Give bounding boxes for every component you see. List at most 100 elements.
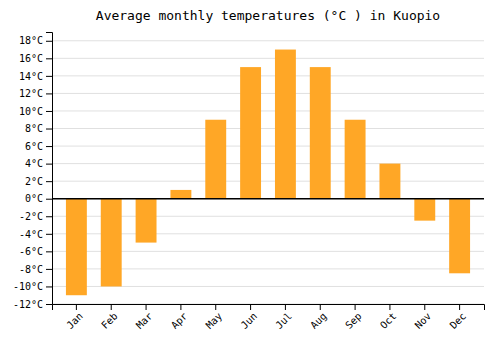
bars <box>52 50 484 296</box>
x-tick-mark <box>389 304 390 310</box>
x-axis: Jan Feb Mar Apr May Jun Jul Aug Sep Oct Nov Dec <box>53 304 485 331</box>
grid-line <box>52 128 484 129</box>
x-tick-mark <box>76 304 77 310</box>
x-tick-label: Dec <box>448 310 469 331</box>
grid-line <box>52 58 484 59</box>
y-tick-mark <box>46 76 52 77</box>
x-tick-label: Nov <box>413 310 434 331</box>
y-tick-mark <box>46 304 52 305</box>
x-tick-label: Oct <box>378 310 399 331</box>
x-tick: Feb <box>99 304 120 331</box>
y-tick-mark <box>46 234 52 235</box>
y-tick-label: 0°C <box>25 193 43 204</box>
y-tick: 16°C <box>19 53 52 64</box>
grid-line <box>52 146 484 147</box>
y-axis: -12°C -10°C -8°C -6°C -4°C -2°C 0°C 2°C 4°C 6°C 8°… <box>13 33 53 310</box>
x-tick-label: Feb <box>99 310 120 331</box>
y-tick-mark <box>46 181 52 182</box>
grid <box>52 41 484 304</box>
y-tick: 10°C <box>19 106 52 117</box>
y-tick-mark <box>46 146 52 147</box>
grid-line <box>52 40 484 41</box>
y-tick-mark <box>46 41 52 42</box>
zero-line <box>52 198 484 200</box>
bar <box>66 199 87 296</box>
x-tick-label: May <box>204 310 225 331</box>
x-tick-label: Aug <box>308 310 329 331</box>
x-tick: Apr <box>169 304 190 331</box>
y-tick-mark <box>46 93 52 94</box>
y-tick-mark <box>46 199 52 200</box>
y-tick: 12°C <box>19 88 52 99</box>
y-tick: 2°C <box>25 176 52 187</box>
x-tick: Jan <box>64 304 85 331</box>
y-tick-label: 16°C <box>19 53 43 64</box>
x-tick-label: Jul <box>273 310 294 331</box>
plot: -12°C -10°C -8°C -6°C -4°C -2°C 0°C 2°C 4°C 6°C 8°… <box>13 33 485 331</box>
y-tick: 14°C <box>19 71 52 82</box>
grid-line <box>52 75 484 76</box>
x-tick-mark <box>355 304 356 310</box>
y-tick-label: 18°C <box>19 35 43 46</box>
y-tick-mark <box>46 111 52 112</box>
title: Average monthly temperatures (°C ) in Ku… <box>96 8 440 23</box>
bar <box>310 67 331 199</box>
x-tick-mark <box>424 304 425 310</box>
grid-line <box>52 93 484 94</box>
y-tick-label: -8°C <box>19 264 43 275</box>
x-tick-mark <box>146 304 147 310</box>
y-tick-label: 6°C <box>25 141 43 152</box>
x-tick-mark <box>285 304 286 310</box>
y-tick-label: 4°C <box>25 158 43 169</box>
x-tick: Jun <box>239 304 260 331</box>
y-tick: -10°C <box>13 281 52 292</box>
y-tick-label: -6°C <box>19 246 43 257</box>
y-tick-label: 14°C <box>19 71 43 82</box>
x-tick-label: Sep <box>343 310 364 331</box>
y-tick: 6°C <box>25 141 52 152</box>
chart: -12°C -10°C -8°C -6°C -4°C -2°C 0°C 2°C 4°C 6°C 8°… <box>0 0 500 350</box>
x-tick: Jul <box>273 304 294 331</box>
y-tick: -12°C <box>13 299 52 310</box>
grid-line <box>52 110 484 111</box>
y-tick: 8°C <box>25 123 52 134</box>
grid-line <box>52 181 484 182</box>
x-tick-mark <box>111 304 112 310</box>
y-tick-mark <box>46 269 52 270</box>
bar <box>240 67 261 199</box>
bar <box>205 120 226 199</box>
grid-line <box>52 198 484 199</box>
y-tick-label: -4°C <box>19 229 43 240</box>
y-tick: -8°C <box>19 264 52 275</box>
x-tick-mark <box>459 304 460 310</box>
y-tick: 18°C <box>19 35 52 46</box>
bar <box>449 199 470 274</box>
y-tick: -6°C <box>19 246 52 257</box>
x-tick: Oct <box>378 304 399 331</box>
bar <box>345 120 366 199</box>
x-tick: Mar <box>134 304 155 331</box>
bar <box>136 199 157 243</box>
y-tick-label: 10°C <box>19 106 43 117</box>
x-tick-label: Jan <box>64 310 85 331</box>
bar <box>275 50 296 199</box>
x-tick: Nov <box>413 304 434 331</box>
bar <box>379 164 400 199</box>
y-tick-mark <box>46 164 52 165</box>
x-tick-mark <box>180 304 181 310</box>
x-tick-label: Jun <box>239 310 260 331</box>
x-tick: Dec <box>448 304 469 331</box>
grid-line <box>52 163 484 164</box>
y-tick-mark <box>46 216 52 217</box>
x-tick: Aug <box>308 304 329 331</box>
x-tick-mark <box>215 304 216 310</box>
x-axis-line <box>53 305 485 311</box>
bar <box>101 199 122 287</box>
y-tick-label: -2°C <box>19 211 43 222</box>
y-axis-line <box>46 33 53 305</box>
y-tick-label: 12°C <box>19 88 43 99</box>
x-tick-mark <box>250 304 251 310</box>
y-tick: -4°C <box>19 229 52 240</box>
y-tick-mark <box>46 129 52 130</box>
y-tick-label: 8°C <box>25 123 43 134</box>
